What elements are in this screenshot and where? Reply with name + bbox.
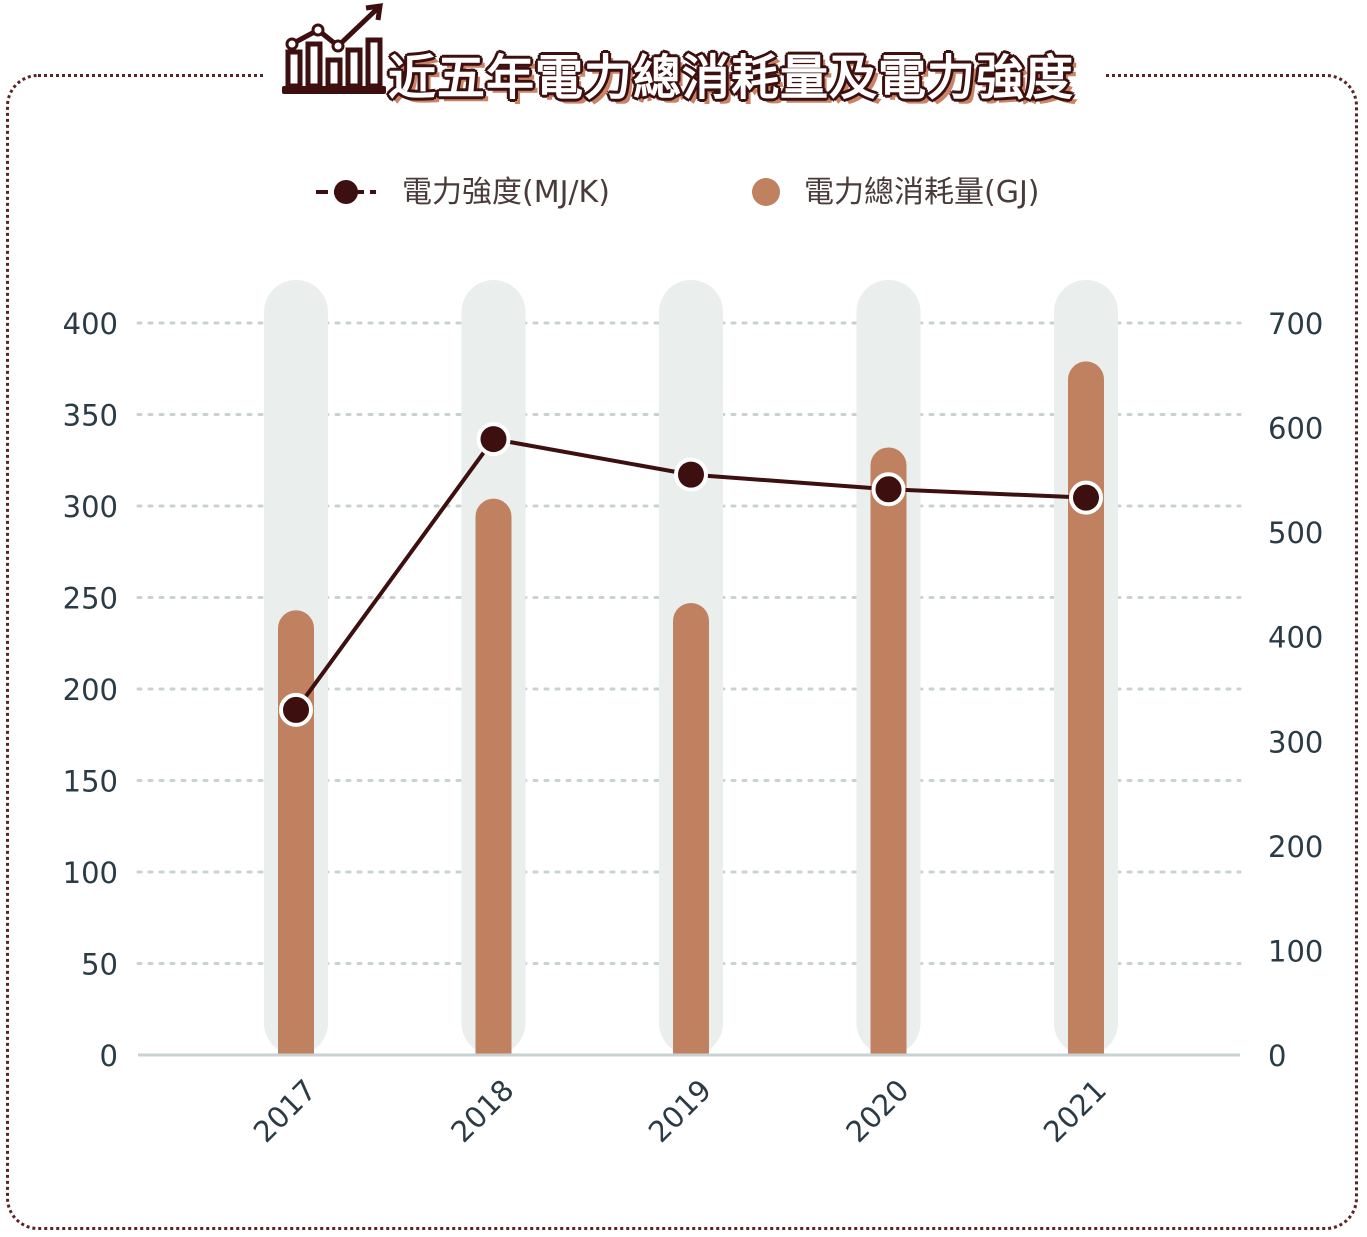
y-left-tick-label: 100 (63, 856, 118, 890)
intensity-point (871, 472, 906, 507)
chart-title: 近五年電力總消耗量及電力強度 (388, 50, 1075, 106)
y-left-tick-label: 400 (63, 307, 118, 341)
y-left-tick-label: 0 (100, 1039, 118, 1073)
y-right-tick-label: 500 (1268, 516, 1323, 550)
intensity-point (674, 457, 708, 492)
y-right-tick-label: 0 (1268, 1039, 1286, 1073)
legend: 電力強度(MJ/K) 電力總消耗量(GJ) (316, 175, 1040, 210)
bar (1068, 361, 1104, 1073)
intensity-line (279, 422, 1103, 727)
y-right-tick-label: 600 (1268, 412, 1323, 446)
y-left-tick-label: 150 (63, 765, 118, 799)
legend-line-label: 電力強度(MJ/K) (402, 175, 610, 210)
bar (278, 610, 314, 1073)
legend-line-marker (334, 180, 358, 204)
y-right-tick-label: 100 (1268, 934, 1323, 968)
legend-bar-swatch (752, 178, 780, 206)
y-left-tick-label: 350 (63, 399, 118, 433)
x-axis-mask (138, 1055, 1240, 1095)
bar (870, 447, 907, 1073)
intensity-point (1069, 480, 1103, 515)
y-left-tick-label: 50 (81, 948, 118, 982)
intensity-point (279, 692, 313, 727)
legend-bar-label: 電力總消耗量(GJ) (804, 175, 1040, 210)
intensity-point (476, 422, 511, 457)
y-right-tick-label: 400 (1268, 621, 1323, 655)
bar (673, 602, 709, 1073)
y-right-tick-label: 300 (1268, 725, 1323, 759)
y-right-tick-label: 200 (1268, 830, 1323, 864)
bars (278, 361, 1104, 1073)
title-banner (266, 0, 1106, 104)
bar (475, 498, 512, 1073)
y-right-tick-label: 700 (1268, 307, 1323, 341)
rising-bar-chart-icon (282, 3, 386, 94)
y-left-tick-label: 200 (63, 673, 118, 707)
y-left-tick-label: 250 (63, 582, 118, 616)
y-left-tick-label: 300 (63, 490, 118, 524)
